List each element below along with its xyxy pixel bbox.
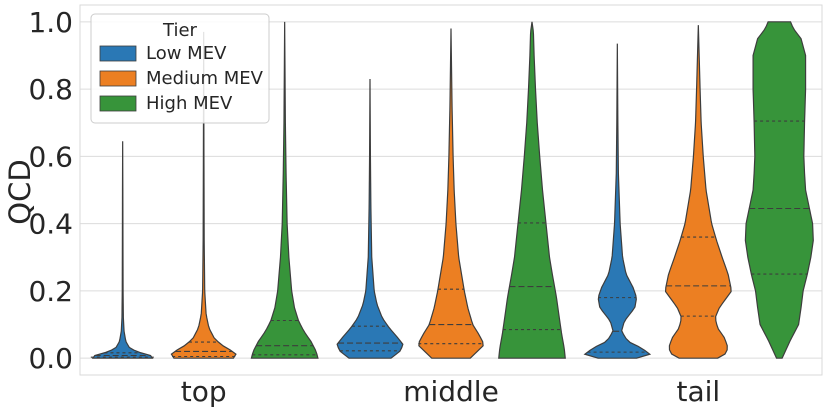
x-tick-label-tail: tail	[676, 375, 720, 408]
y-tick-label: 0.2	[28, 275, 73, 308]
legend-label: Medium MEV	[146, 68, 264, 89]
violin-low-mev-top	[90, 141, 155, 359]
legend-label: Low MEV	[146, 43, 227, 64]
y-tick-label: 0.8	[28, 73, 73, 106]
violin-body	[498, 21, 566, 359]
x-tick-labels: top middle tail	[181, 375, 720, 408]
plot-frame	[79, 4, 823, 376]
legend-swatch-high-mev	[99, 95, 137, 112]
legend: Tier Low MEV Medium MEV High MEV	[90, 13, 270, 124]
violin-body	[250, 21, 319, 359]
violin-low-mev-middle	[336, 78, 404, 359]
x-tick-label-middle: middle	[403, 375, 499, 408]
legend-swatch-medium-mev	[99, 70, 137, 87]
x-tick-label-top: top	[181, 375, 227, 408]
violin-body	[336, 78, 404, 359]
violin-body	[418, 28, 484, 359]
violins	[90, 21, 814, 359]
y-tick-label: 1.0	[28, 6, 73, 39]
legend-entries: Low MEV Medium MEV High MEV	[99, 43, 264, 114]
violin-body	[744, 21, 814, 359]
legend-swatch-low-mev	[99, 45, 137, 62]
violin-medium-mev-middle	[418, 28, 484, 359]
legend-label: High MEV	[146, 93, 233, 114]
violin-high-mev-middle	[498, 21, 566, 359]
y-tick-label: 0.6	[28, 140, 73, 173]
y-tick-labels: 0.0 0.2 0.4 0.6 0.8 1.0	[28, 6, 73, 375]
violin-body	[583, 43, 652, 359]
violin-high-mev-top	[250, 21, 319, 359]
y-tick-label: 0.0	[28, 342, 73, 375]
legend-title: Tier	[162, 20, 198, 41]
y-axis-label: QCD	[3, 159, 37, 224]
violin-medium-mev-tail	[664, 25, 732, 359]
y-tick-label: 0.4	[28, 208, 73, 241]
violin-high-mev-tail	[744, 21, 814, 359]
violin-body	[91, 141, 154, 359]
violin-low-mev-tail	[583, 43, 652, 359]
violin-body	[664, 25, 732, 359]
